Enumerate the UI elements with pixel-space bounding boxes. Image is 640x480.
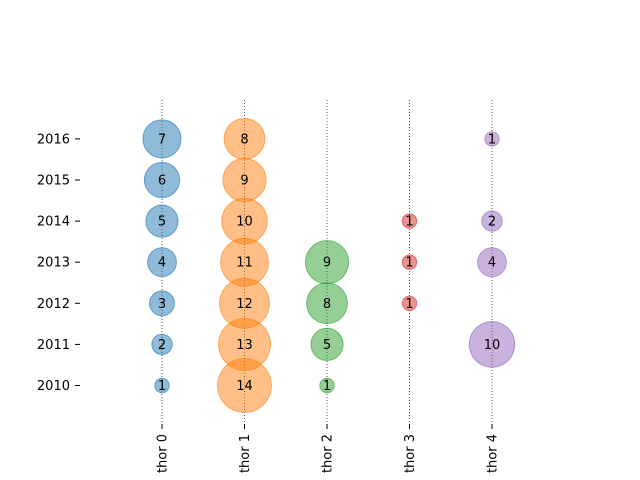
bubble-value-label: 10: [484, 338, 501, 353]
bubble: [401, 295, 418, 311]
bubble-value-label: 13: [236, 338, 253, 353]
bubble: [319, 377, 335, 394]
bubble-value-label: 8: [240, 132, 248, 147]
y-axis: 2010 2011 2012 2013 2014 2015 2016: [37, 132, 80, 394]
bubble: [401, 254, 418, 270]
bubble-value-label: 10: [236, 215, 253, 230]
bubble: [142, 119, 182, 159]
bubble: [143, 161, 181, 199]
bubble-value-label: 7: [158, 132, 166, 147]
bubbles: [142, 118, 516, 413]
x-tick-label: thor 4: [486, 434, 501, 473]
bubble: [149, 290, 175, 317]
y-tick-label: 2010: [37, 379, 70, 394]
bubble-value-label: 1: [405, 297, 413, 312]
bubble-value-label: 11: [236, 256, 253, 271]
bubble: [401, 213, 418, 229]
bubble: [147, 247, 177, 278]
bubble-value-label: 1: [405, 215, 413, 230]
x-tick-label: thor 0: [156, 434, 171, 473]
y-tick-label: 2014: [37, 215, 70, 230]
bubble: [477, 247, 507, 278]
bubble-value-label: 14: [236, 379, 253, 394]
bubble-value-label: 9: [240, 174, 248, 189]
bubble: [468, 321, 516, 368]
y-tick-label: 2016: [37, 132, 70, 147]
bubble-value-label: 5: [323, 338, 331, 353]
bubble: [484, 131, 500, 147]
bubble-value-label: 12: [236, 297, 253, 312]
bubble: [151, 333, 173, 356]
bubble-value-label: 1: [323, 379, 331, 394]
bubble: [154, 377, 170, 394]
bubble-value-label: 3: [158, 297, 166, 312]
bubble-value-label: 9: [323, 256, 331, 271]
bubble-value-label: 4: [488, 256, 496, 271]
x-tick-label: thor 1: [238, 434, 253, 473]
y-tick-label: 2012: [37, 297, 70, 312]
y-tick-label: 2013: [37, 256, 70, 271]
bubble-value-label: 8: [323, 297, 331, 312]
bubble-value-label: 2: [158, 338, 166, 353]
y-tick-label: 2015: [37, 174, 70, 189]
bubble-value-label: 2: [488, 215, 496, 230]
bubble-value-label: 6: [158, 174, 166, 189]
bubble: [310, 327, 344, 361]
bubble-value-label: 4: [158, 256, 166, 271]
bubble: [304, 240, 350, 285]
x-axis: thor 0 thor 1 thor 2 thor 3 thor 4: [156, 424, 501, 473]
bubble: [481, 210, 503, 232]
bubble: [223, 118, 266, 160]
bubble-value-label: 1: [405, 256, 413, 271]
x-tick-label: thor 3: [403, 434, 418, 473]
bubble-value-label: 1: [158, 379, 166, 394]
bubble-value-label: 5: [158, 215, 166, 230]
x-tick-label: thor 2: [321, 434, 336, 473]
bubble: [145, 204, 179, 238]
bubble-value-label: 1: [488, 132, 496, 147]
y-tick-label: 2011: [37, 338, 70, 353]
